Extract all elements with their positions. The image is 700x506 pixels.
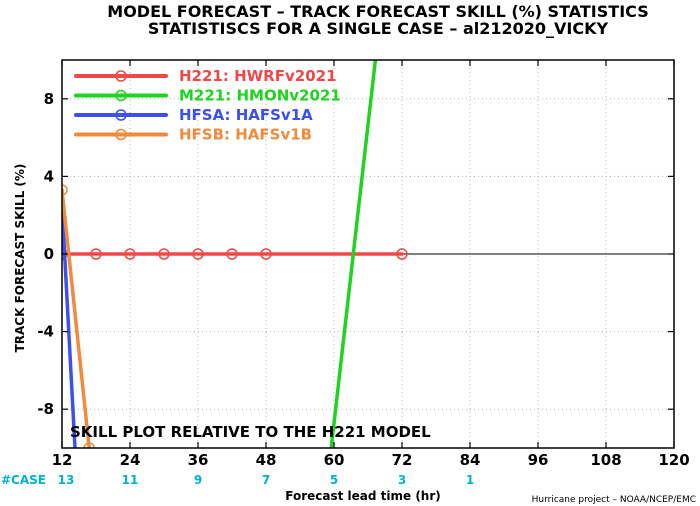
y-tick-label: 4 (44, 167, 54, 185)
x-tick-label: 60 (324, 451, 345, 469)
x-tick-label: 12 (52, 451, 73, 469)
legend-label: H221: HWRFv2021 (179, 67, 337, 85)
legend-marker (115, 89, 127, 102)
y-tick-label: 8 (44, 90, 54, 108)
data-point (83, 442, 95, 448)
legend-label: HFSA: HAFSv1A (179, 106, 313, 124)
series-line-2 (329, 60, 378, 448)
x-axis-label: Forecast lead time (hr) (285, 489, 441, 503)
skill-annotation: SKILL PLOT RELATIVE TO THE H221 MODEL (70, 423, 431, 441)
data-point (158, 248, 170, 260)
grid (62, 60, 674, 448)
chart-title: MODEL FORECAST – TRACK FORECAST SKILL (%… (107, 2, 648, 21)
case-counts: #CASE 13 11 9 7 5 3 1 (1, 473, 474, 487)
x-tick-label: 96 (528, 451, 549, 469)
legend-label: HFSB: HAFSv1B (179, 126, 312, 144)
data-point (62, 184, 68, 196)
series-line-4 (62, 188, 91, 448)
series-layer (62, 60, 408, 448)
legend-marker (115, 109, 127, 121)
case-label: #CASE (1, 473, 46, 487)
data-point (124, 248, 136, 260)
y-tick-label: -4 (37, 323, 54, 341)
case-count: 1 (466, 473, 474, 487)
data-point (192, 248, 204, 260)
data-point (226, 248, 238, 260)
y-axis-label: TRACK FORECAST SKILL (%) (13, 164, 27, 353)
case-count: 13 (58, 473, 75, 487)
legend-marker (115, 70, 127, 82)
legend-label: M221: HMONv2021 (179, 87, 341, 105)
x-tick-label: 24 (120, 451, 141, 469)
x-tick-label: 108 (590, 451, 621, 469)
x-tick-label: 84 (460, 451, 481, 469)
credit-text: Hurricane project – NOAA/NCEP/EMC (532, 495, 696, 505)
case-count: 3 (398, 473, 406, 487)
y-tick-label: -8 (37, 400, 54, 418)
x-tick-label: 120 (658, 451, 689, 469)
x-tick-label: 72 (392, 451, 413, 469)
x-tick-label: 48 (256, 451, 277, 469)
data-point (90, 248, 102, 260)
data-point (396, 248, 408, 260)
data-point (260, 248, 272, 260)
case-count: 11 (122, 473, 139, 487)
series-line-3 (62, 203, 77, 448)
chart-subtitle: STATISTISCS FOR A SINGLE CASE – al212020… (148, 19, 609, 38)
x-tick-label: 36 (188, 451, 209, 469)
legend-marker (115, 128, 127, 141)
y-tick-label: 0 (44, 245, 54, 263)
case-count: 9 (194, 473, 202, 487)
case-count: 7 (262, 473, 270, 487)
case-count: 5 (330, 473, 338, 487)
